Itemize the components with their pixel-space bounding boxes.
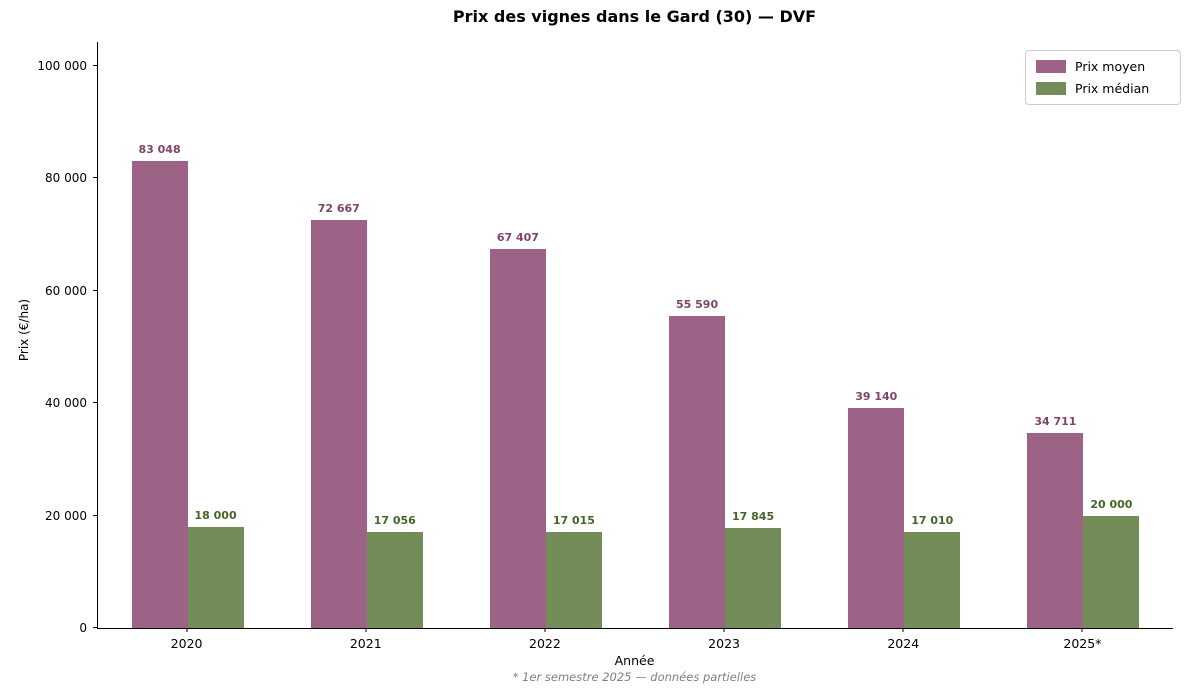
x-tick-label: 2020 (170, 636, 203, 651)
bar (904, 532, 961, 628)
bar-column: 34 711 (1027, 414, 1084, 628)
bar-value-label: 17 010 (911, 514, 954, 528)
legend-label: Prix moyen (1075, 59, 1146, 74)
bar-value-label: 72 667 (317, 201, 360, 215)
y-tick-label: 80 000 (45, 171, 87, 186)
bar-value-label: 17 845 (732, 509, 775, 523)
bar-value-label: 20 000 (1090, 497, 1133, 511)
bar (545, 532, 602, 628)
bar-column: 18 000 (187, 508, 244, 628)
bar-value-label: 17 015 (552, 514, 595, 528)
bar-value-label: 83 048 (138, 143, 181, 157)
y-tick-label: 100 000 (37, 59, 87, 73)
y-tick-mark (93, 402, 97, 404)
bar-value-label: 18 000 (194, 508, 237, 522)
bar-group-2024: 39 140 17 010 (848, 390, 961, 628)
bar (1027, 432, 1084, 628)
bar (725, 527, 782, 628)
bar-group-2023: 55 590 17 845 (669, 297, 782, 628)
bar-column: 20 000 (1083, 497, 1140, 628)
bar (187, 526, 244, 628)
legend-label: Prix médian (1075, 81, 1150, 96)
bar-column: 72 667 (310, 201, 367, 628)
y-tick-mark (93, 514, 97, 516)
bar (1083, 515, 1140, 628)
bar-column: 17 010 (904, 514, 961, 628)
x-tick-mark (902, 628, 904, 632)
y-tick-label: 60 000 (45, 283, 87, 298)
bar (310, 219, 367, 628)
bar-value-label: 34 711 (1034, 414, 1077, 428)
bar-group-2022: 67 407 17 015 (489, 231, 602, 628)
x-axis-label: Année (614, 653, 655, 668)
bar-column: 17 845 (725, 509, 782, 628)
legend: Prix moyen Prix médian (1025, 50, 1181, 105)
x-tick-mark (723, 628, 725, 632)
x-tick-label: 2024 (887, 636, 920, 651)
bar-group-2025: 34 711 20 000 (1027, 414, 1140, 628)
bar-column: 17 015 (545, 514, 602, 628)
y-tick-label: 40 000 (45, 396, 87, 411)
y-tick-mark (93, 627, 97, 628)
bar-column: 55 590 (669, 297, 726, 628)
bar-value-label: 17 056 (373, 514, 416, 528)
bar-group-2021: 72 667 17 056 (310, 201, 423, 628)
x-tick-label: 2025* (1063, 636, 1102, 651)
y-tick-mark (93, 177, 97, 179)
x-tick-mark (544, 628, 546, 632)
bar-column: 67 407 (489, 231, 546, 628)
bar-group-2020: 83 048 18 000 (131, 143, 244, 628)
bar-value-label: 55 590 (676, 297, 719, 311)
bar-column: 39 140 (848, 390, 905, 628)
bar-value-label: 39 140 (855, 390, 898, 403)
bar (848, 408, 905, 628)
footnote-caption: * 1er semestre 2025 — données partielles (512, 670, 757, 684)
bar (669, 315, 726, 628)
legend-swatch-icon (1036, 82, 1066, 95)
bar (131, 161, 188, 628)
legend-entry: Prix moyen (1036, 59, 1170, 74)
bar-value-label: 67 407 (496, 231, 539, 245)
plot-area: 83 048 18 000 72 667 17 056 67 407 17 015 55 5… (97, 42, 1173, 629)
x-tick-label: 2022 (529, 636, 561, 651)
x-tick-mark (186, 628, 188, 632)
y-tick-label: 0 (79, 621, 87, 635)
y-tick-mark (93, 65, 97, 66)
legend-swatch-icon (1036, 60, 1066, 73)
x-tick-label: 2023 (708, 636, 740, 651)
bar (489, 249, 546, 628)
x-tick-mark (1081, 628, 1083, 632)
x-tick-label: 2021 (349, 636, 382, 651)
y-axis-label: Prix (€/ha) (17, 298, 31, 362)
chart-title: Prix des vignes dans le Gard (30) — DVF (452, 7, 817, 26)
x-tick-mark (365, 628, 367, 632)
y-axis: 0 20 000 40 000 60 000 80 000 100 000 (0, 42, 97, 635)
y-tick-label: 20 000 (45, 508, 87, 523)
legend-entry: Prix médian (1036, 81, 1170, 96)
bar-column: 83 048 (131, 143, 188, 628)
bar-column: 17 056 (366, 514, 423, 628)
y-tick-mark (93, 289, 97, 291)
bar (366, 532, 423, 628)
